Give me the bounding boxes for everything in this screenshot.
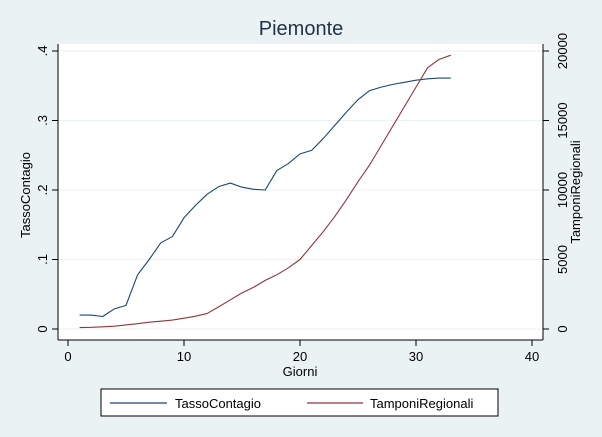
y-tick-label-left: .3	[35, 115, 50, 126]
y-tick-label-left: .4	[35, 46, 50, 57]
x-axis-label: Giorni	[283, 364, 318, 379]
y-axis-label-right: TamponiRegionali	[568, 140, 583, 243]
x-tick-label: 30	[409, 349, 423, 364]
series-lines	[79, 54, 451, 329]
x-tick-label: 40	[525, 349, 539, 364]
x-tick-label: 0	[64, 349, 71, 364]
x-tick-label: 10	[177, 349, 191, 364]
y-tick-label-left: .2	[35, 185, 50, 196]
y-tick-label-right: 15000	[555, 102, 570, 138]
legend: TassoContagio TamponiRegionali	[100, 388, 499, 417]
legend-label: TamponiRegionali	[370, 396, 473, 411]
y-tick-label-right: 0	[555, 325, 570, 332]
plot-area	[58, 44, 543, 340]
y-tick-label-right: 10000	[555, 172, 570, 208]
gridlines	[58, 50, 543, 330]
legend-box	[100, 388, 499, 417]
series-line-1	[79, 54, 451, 329]
y-tick-label-left: 0	[35, 325, 50, 332]
series-line-0	[79, 77, 451, 318]
y-tick-label-right: 5000	[555, 245, 570, 274]
y-tick-label-left: .1	[35, 254, 50, 265]
axes: 0 .1 .2 .3 .4 0 5000 10000 15000 20000 0 10 20 30 40	[35, 33, 570, 364]
x-tick-label: 20	[293, 349, 307, 364]
chart-title: Piemonte	[259, 18, 344, 40]
y-tick-label-right: 20000	[555, 33, 570, 69]
legend-label: TassoContagio	[175, 396, 261, 411]
y-axis-label-left: TassoContagio	[18, 152, 33, 238]
